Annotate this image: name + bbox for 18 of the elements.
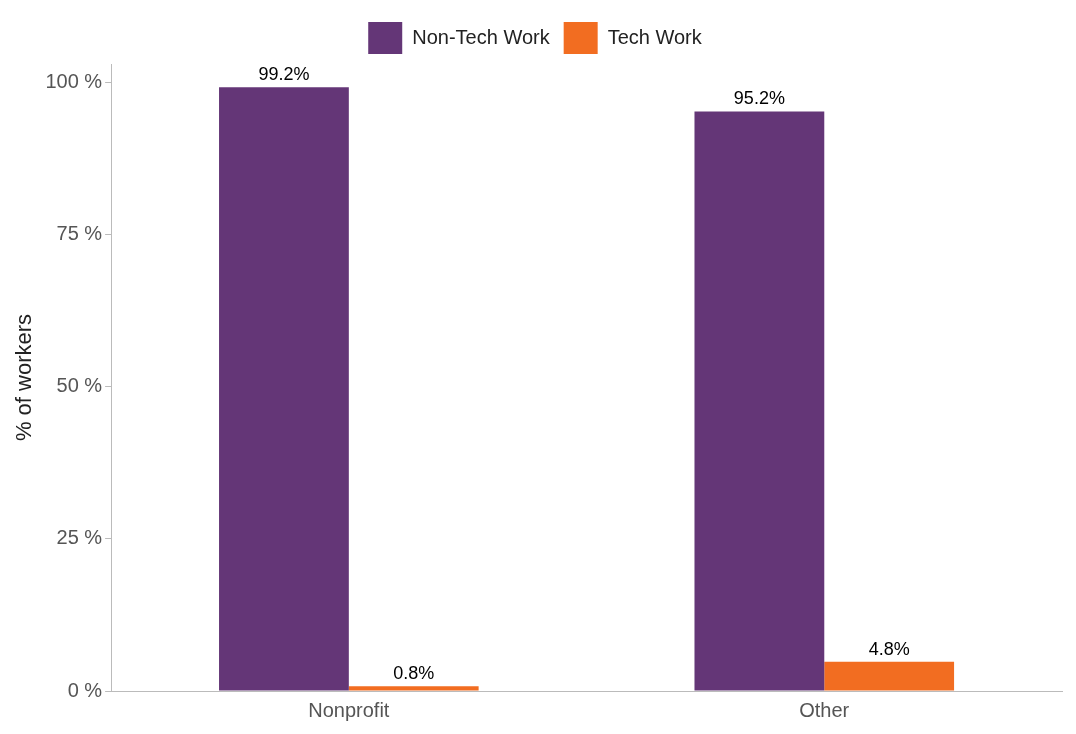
bar — [219, 87, 349, 691]
legend-label: Non-Tech Work — [412, 25, 551, 48]
x-tick-label: Other — [799, 698, 850, 721]
data-label: 4.8% — [868, 638, 910, 659]
y-tick-label: 100 % — [45, 69, 103, 92]
y-tick-label: 50 % — [56, 374, 103, 397]
y-tick-label: 25 % — [56, 526, 103, 549]
data-label: 95.2% — [733, 88, 785, 109]
legend-label: Tech Work — [607, 25, 703, 48]
data-label: 0.8% — [393, 663, 435, 684]
bar — [348, 686, 479, 691]
y-tick-label: 0 % — [67, 678, 103, 701]
x-tick-label: Nonprofit — [308, 698, 390, 721]
y-tick-label: 75 % — [56, 221, 103, 244]
bar — [694, 111, 825, 691]
bar — [824, 661, 955, 691]
data-label: 99.2% — [258, 64, 310, 85]
y-axis-title: % of workers — [11, 313, 37, 442]
